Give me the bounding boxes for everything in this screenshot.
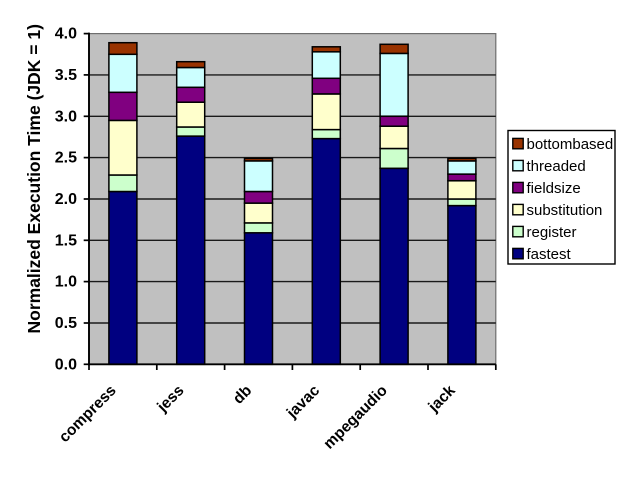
svg-text:fieldsize: fieldsize	[527, 180, 581, 197]
svg-text:bottombased: bottombased	[527, 136, 614, 153]
svg-text:threaded: threaded	[527, 158, 586, 175]
svg-text:2.0: 2.0	[55, 191, 77, 208]
svg-text:register: register	[527, 224, 577, 241]
svg-text:Normalized Execution Time (JDK: Normalized Execution Time (JDK = 1)	[24, 24, 44, 333]
svg-text:substitution: substitution	[527, 202, 603, 219]
svg-text:4.0: 4.0	[55, 26, 77, 43]
svg-text:1.5: 1.5	[55, 232, 77, 249]
svg-text:0.0: 0.0	[55, 356, 77, 373]
svg-text:2.5: 2.5	[55, 150, 77, 167]
svg-text:3.5: 3.5	[55, 67, 77, 84]
svg-text:fastest: fastest	[527, 246, 572, 263]
svg-text:0.5: 0.5	[55, 315, 77, 332]
svg-text:3.0: 3.0	[55, 108, 77, 125]
svg-text:1.0: 1.0	[55, 274, 77, 291]
